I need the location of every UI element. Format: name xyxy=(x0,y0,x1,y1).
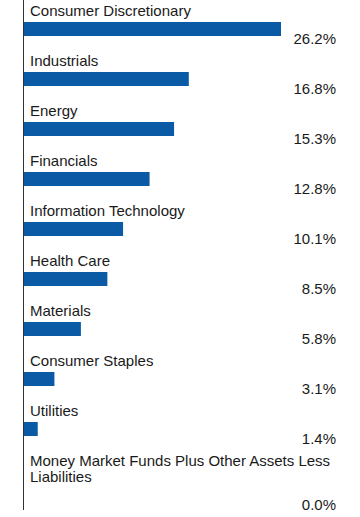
data-label: 15.3% xyxy=(293,130,336,147)
category-label: Consumer Staples xyxy=(30,352,153,369)
category-label: Money Market Funds Plus Other Assets Les… xyxy=(30,452,330,485)
category-label: Materials xyxy=(30,302,91,319)
bar xyxy=(24,172,150,186)
category-label-line: Money Market Funds Plus Other Assets Les… xyxy=(30,452,330,469)
category-label-line: Health Care xyxy=(30,252,110,269)
data-label: 10.1% xyxy=(293,230,336,247)
bar xyxy=(24,122,174,136)
data-label: 26.2% xyxy=(293,30,336,47)
category-label: Information Technology xyxy=(30,202,185,219)
category-label-line: Financials xyxy=(30,152,98,169)
data-label: 5.8% xyxy=(302,330,336,347)
category-label-line: Utilities xyxy=(30,402,78,419)
data-label: 16.8% xyxy=(293,80,336,97)
bar xyxy=(24,488,25,502)
data-label: 1.4% xyxy=(302,430,336,447)
bar xyxy=(24,422,38,436)
bar xyxy=(24,322,81,336)
bar xyxy=(24,72,189,86)
category-label-line: Industrials xyxy=(30,52,98,69)
data-label: 8.5% xyxy=(302,280,336,297)
bar xyxy=(24,22,281,36)
bar xyxy=(24,272,107,286)
category-label-line: Information Technology xyxy=(30,202,185,219)
category-label: Utilities xyxy=(30,402,78,419)
category-label: Financials xyxy=(30,152,98,169)
labels: Consumer Discretionary 26.2% Industrials 16… xyxy=(30,2,336,513)
category-label-line: Liabilities xyxy=(30,468,92,485)
category-label-line: Energy xyxy=(30,102,78,119)
data-label: 0.0% xyxy=(302,496,336,513)
category-label-line: Consumer Staples xyxy=(30,352,153,369)
category-label: Industrials xyxy=(30,52,98,69)
bar xyxy=(24,372,54,386)
category-label: Health Care xyxy=(30,252,110,269)
category-label: Consumer Discretionary xyxy=(30,2,191,19)
axis-line xyxy=(23,0,24,510)
data-label: 12.8% xyxy=(293,180,336,197)
data-label: 3.1% xyxy=(302,380,336,397)
bar xyxy=(24,222,123,236)
category-label-line: Materials xyxy=(30,302,91,319)
category-label: Energy xyxy=(30,102,78,119)
chart: Consumer Discretionary 26.2% Industrials 16… xyxy=(0,0,360,517)
category-label-line: Consumer Discretionary xyxy=(30,2,191,19)
bars xyxy=(24,22,281,436)
